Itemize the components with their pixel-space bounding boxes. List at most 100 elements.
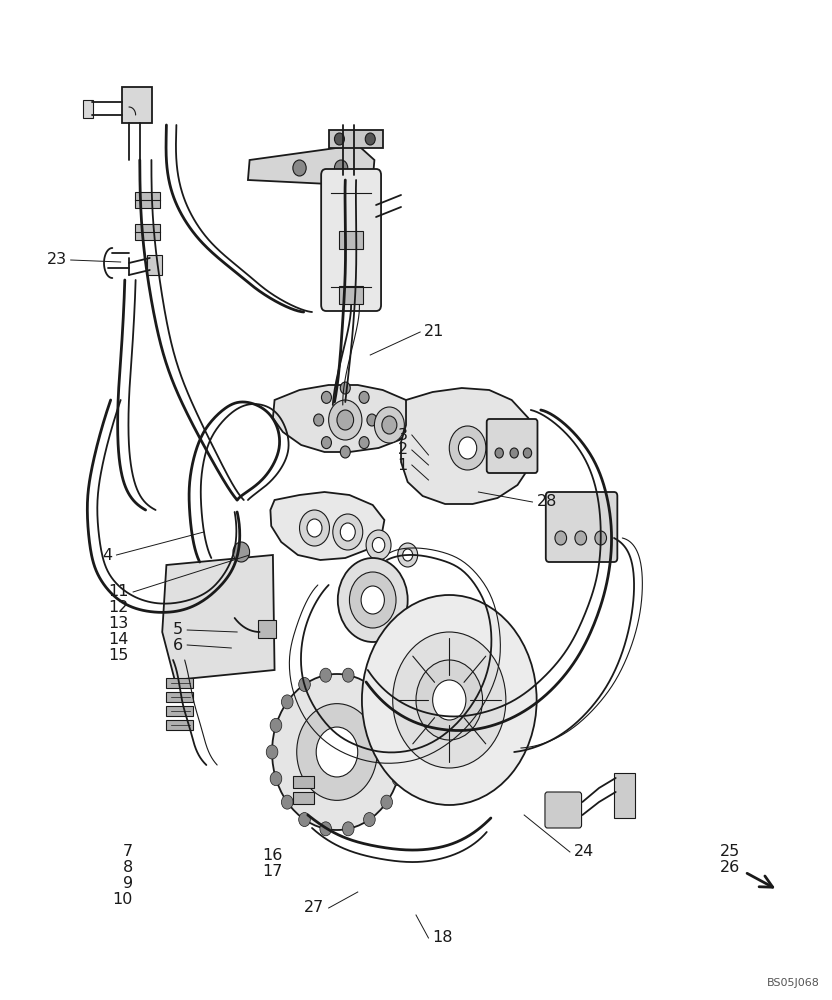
Circle shape <box>343 822 354 836</box>
Bar <box>614 773 635 818</box>
Text: 10: 10 <box>113 892 133 908</box>
Circle shape <box>343 668 354 682</box>
Circle shape <box>281 795 293 809</box>
Circle shape <box>523 448 532 458</box>
Polygon shape <box>162 555 275 680</box>
Text: 3: 3 <box>398 428 408 442</box>
Circle shape <box>449 426 486 470</box>
Text: 9: 9 <box>123 876 133 892</box>
Circle shape <box>272 674 402 830</box>
Circle shape <box>396 745 408 759</box>
Circle shape <box>458 437 477 459</box>
Circle shape <box>281 695 293 709</box>
Text: 2: 2 <box>398 442 408 458</box>
Circle shape <box>374 407 404 443</box>
Polygon shape <box>273 385 416 452</box>
Circle shape <box>575 531 587 545</box>
Text: 16: 16 <box>263 848 283 862</box>
Circle shape <box>362 595 537 805</box>
Bar <box>339 286 363 304</box>
Text: 24: 24 <box>574 844 594 859</box>
Text: 26: 26 <box>720 860 740 876</box>
Circle shape <box>555 531 567 545</box>
Text: 28: 28 <box>537 494 557 510</box>
Bar <box>339 231 363 249</box>
Text: 11: 11 <box>108 584 129 599</box>
Circle shape <box>334 160 348 176</box>
Text: 7: 7 <box>123 844 133 859</box>
Text: 18: 18 <box>433 930 453 946</box>
Circle shape <box>337 410 354 430</box>
FancyBboxPatch shape <box>546 492 617 562</box>
Circle shape <box>321 391 331 403</box>
Circle shape <box>321 437 331 449</box>
Text: BS05J068: BS05J068 <box>766 978 820 988</box>
Text: 12: 12 <box>109 600 129 615</box>
Text: 4: 4 <box>102 548 112 562</box>
Text: 27: 27 <box>305 900 324 916</box>
Bar <box>135 224 160 240</box>
Circle shape <box>372 538 384 552</box>
Circle shape <box>270 772 282 786</box>
Circle shape <box>293 160 306 176</box>
Bar <box>135 192 160 208</box>
Polygon shape <box>270 492 384 560</box>
Circle shape <box>329 400 362 440</box>
Circle shape <box>433 680 466 720</box>
Bar <box>147 255 162 275</box>
Circle shape <box>365 133 375 145</box>
Text: 25: 25 <box>720 844 740 859</box>
Circle shape <box>595 531 607 545</box>
Polygon shape <box>248 145 374 185</box>
Circle shape <box>367 414 377 426</box>
Bar <box>166 720 193 730</box>
Circle shape <box>359 437 369 449</box>
Circle shape <box>349 572 396 628</box>
Circle shape <box>495 448 503 458</box>
Circle shape <box>340 446 350 458</box>
Text: 14: 14 <box>109 633 129 648</box>
Bar <box>258 620 276 638</box>
Circle shape <box>266 745 278 759</box>
Circle shape <box>319 668 331 682</box>
Circle shape <box>416 660 483 740</box>
Circle shape <box>361 586 384 614</box>
Circle shape <box>382 416 397 434</box>
Bar <box>166 692 193 702</box>
Circle shape <box>381 695 393 709</box>
Text: 1: 1 <box>398 458 408 473</box>
Text: 21: 21 <box>424 324 444 340</box>
Circle shape <box>233 542 250 562</box>
Bar <box>329 130 383 148</box>
Circle shape <box>333 514 363 550</box>
Bar <box>83 100 93 118</box>
Circle shape <box>299 677 310 691</box>
Circle shape <box>364 813 375 827</box>
Circle shape <box>392 718 404 732</box>
Circle shape <box>393 632 506 768</box>
Text: 23: 23 <box>47 252 67 267</box>
FancyBboxPatch shape <box>321 169 381 311</box>
Circle shape <box>366 530 391 560</box>
Circle shape <box>359 391 369 403</box>
Text: 17: 17 <box>263 863 283 879</box>
Text: 8: 8 <box>123 860 133 876</box>
FancyBboxPatch shape <box>545 792 582 828</box>
Text: 6: 6 <box>173 638 183 652</box>
Text: 13: 13 <box>109 616 129 632</box>
Circle shape <box>270 718 282 732</box>
Circle shape <box>334 133 344 145</box>
Circle shape <box>340 382 350 394</box>
Bar <box>122 87 152 123</box>
Circle shape <box>307 519 322 537</box>
Circle shape <box>403 549 413 561</box>
Circle shape <box>364 677 375 691</box>
Circle shape <box>297 704 377 800</box>
Circle shape <box>314 414 324 426</box>
FancyBboxPatch shape <box>487 419 537 473</box>
Text: 5: 5 <box>173 622 183 638</box>
Polygon shape <box>401 388 534 504</box>
Circle shape <box>299 813 310 827</box>
Circle shape <box>340 523 355 541</box>
Circle shape <box>338 558 408 642</box>
